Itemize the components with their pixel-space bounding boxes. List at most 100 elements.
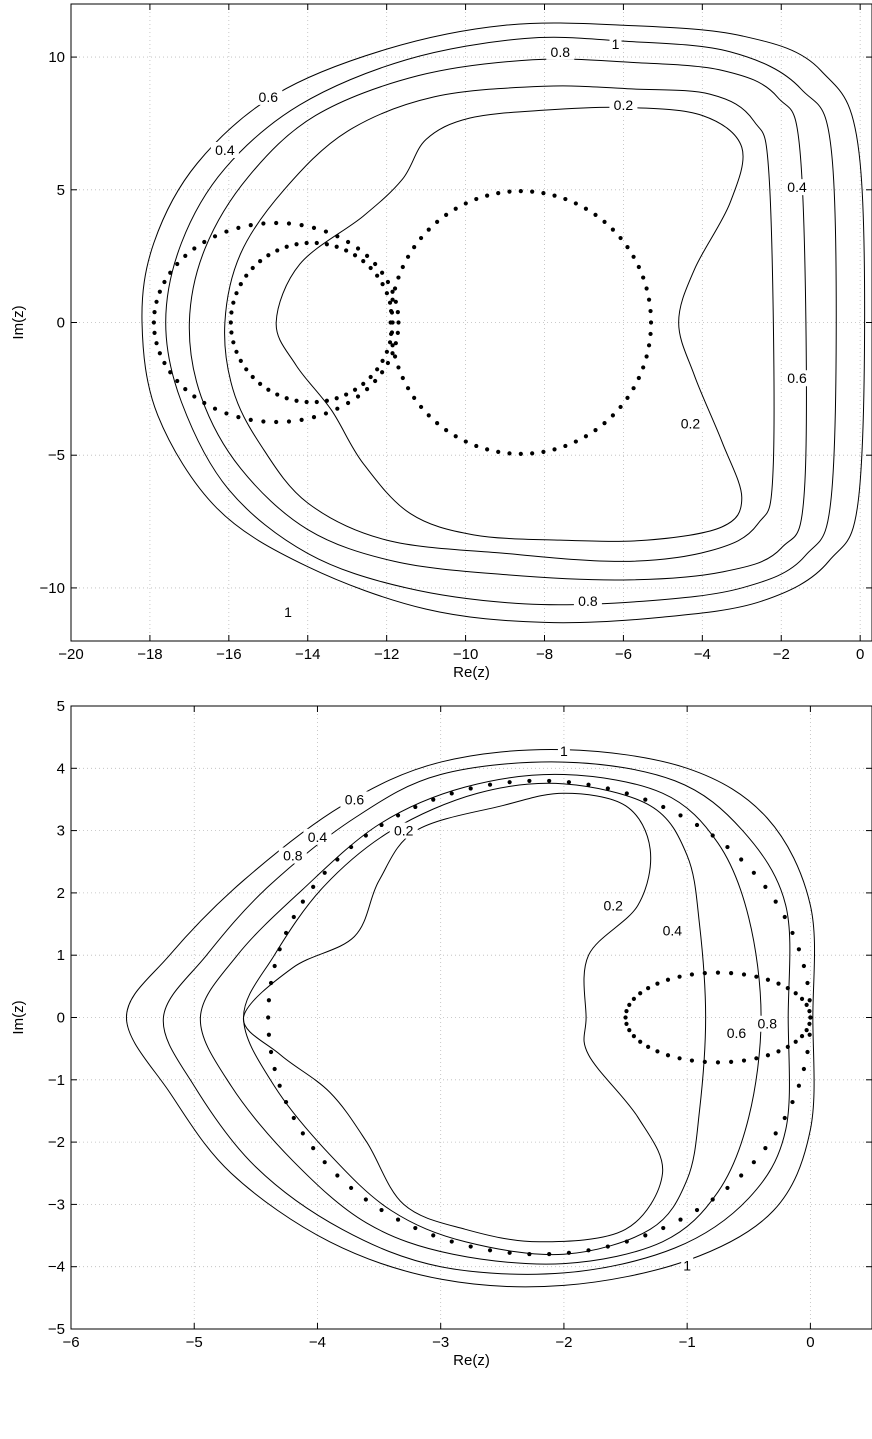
contour-line-0-2	[275, 106, 744, 542]
dot-point	[258, 381, 263, 386]
dot-point	[258, 259, 263, 264]
dot-point	[449, 791, 454, 796]
dot-point	[661, 804, 666, 810]
dot-point	[380, 270, 385, 275]
dot-point	[638, 1039, 643, 1044]
dot-point	[395, 813, 401, 818]
dot-point	[643, 1233, 648, 1238]
dot-point	[751, 1160, 756, 1165]
dot-point	[268, 1049, 274, 1055]
dot-point	[168, 270, 173, 275]
y-tick-label: −5	[48, 447, 65, 464]
dot-point	[641, 365, 646, 370]
dot-point	[655, 981, 660, 986]
dot-point	[646, 297, 652, 302]
dot-point	[776, 981, 781, 986]
dot-point	[648, 308, 653, 314]
contour-label: 0.6	[340, 791, 369, 808]
dot-point	[715, 970, 721, 975]
dot-point	[344, 392, 349, 397]
dot-point	[379, 1207, 384, 1213]
dot-point	[412, 395, 417, 400]
dot-point	[396, 275, 401, 280]
dot-point	[283, 930, 289, 936]
dot-point	[801, 963, 806, 969]
dot-point	[636, 375, 641, 381]
dot-point	[793, 991, 798, 996]
dot-point	[405, 386, 411, 391]
dot-point	[665, 1053, 671, 1058]
dot-point	[431, 1233, 436, 1238]
dot-point	[389, 310, 395, 315]
dot-point	[286, 221, 292, 226]
dot-point	[586, 1248, 591, 1253]
dotted-curve	[228, 240, 395, 405]
dot-point	[355, 246, 361, 251]
dot-point	[435, 421, 440, 426]
dot-point	[392, 354, 398, 359]
dot-point	[352, 253, 358, 258]
dot-point	[266, 253, 271, 258]
dot-point	[583, 434, 589, 439]
dot-point	[776, 1049, 781, 1054]
dot-point	[765, 1053, 771, 1058]
dot-point	[335, 234, 340, 239]
dot-point	[274, 419, 279, 425]
dot-point	[646, 1044, 651, 1049]
grid	[71, 706, 872, 1329]
dot-point	[487, 1248, 493, 1253]
x-axis-label: Re(z)	[453, 664, 490, 681]
dot-point	[754, 974, 759, 979]
dot-point	[157, 289, 162, 294]
dot-point	[741, 1058, 747, 1063]
dot-point	[231, 300, 236, 305]
contour-label-text: 0.2	[614, 97, 634, 113]
dot-point	[530, 451, 535, 456]
dot-point	[765, 977, 771, 982]
dot-point	[773, 1131, 778, 1136]
x-tick-label: −18	[137, 646, 162, 663]
dot-point	[807, 1021, 812, 1026]
y-tick-label: 3	[57, 823, 65, 840]
dot-point	[236, 225, 241, 230]
contour-line-0-4	[243, 782, 707, 1256]
dot-point	[349, 1185, 354, 1191]
dot-point	[602, 421, 607, 426]
dot-point	[702, 1059, 707, 1064]
dot-point	[563, 443, 568, 449]
dot-point	[655, 1049, 660, 1054]
dot-point	[392, 286, 398, 291]
x-tick-label: 0	[856, 646, 864, 663]
dot-point	[729, 1059, 734, 1064]
dot-point	[250, 265, 255, 271]
dot-point	[390, 351, 395, 356]
y-tick-label: −3	[48, 1196, 65, 1213]
contour-label-text: 0.6	[787, 370, 807, 386]
dot-point	[283, 1099, 289, 1105]
dot-point	[773, 899, 778, 904]
x-tick-label: −14	[295, 646, 320, 663]
dot-point	[618, 235, 623, 241]
dot-point	[444, 212, 449, 217]
dot-point	[507, 189, 512, 194]
dot-point	[468, 1244, 473, 1249]
dot-point	[154, 299, 159, 304]
dot-point	[380, 358, 385, 363]
dot-point	[266, 1032, 271, 1037]
dot-point	[395, 1217, 401, 1222]
contour-line-1	[125, 748, 816, 1288]
contour-line-0-8	[165, 36, 837, 606]
dot-point	[799, 996, 805, 1001]
dot-point	[453, 434, 458, 439]
dot-point	[678, 1217, 683, 1222]
dot-point	[426, 413, 431, 418]
dot-point	[212, 234, 218, 239]
dot-point	[236, 415, 241, 420]
dot-point	[507, 1250, 512, 1255]
dot-point	[782, 914, 787, 920]
dot-point	[324, 398, 329, 403]
dot-point	[741, 972, 747, 977]
contour-label: 0.4	[210, 141, 239, 158]
